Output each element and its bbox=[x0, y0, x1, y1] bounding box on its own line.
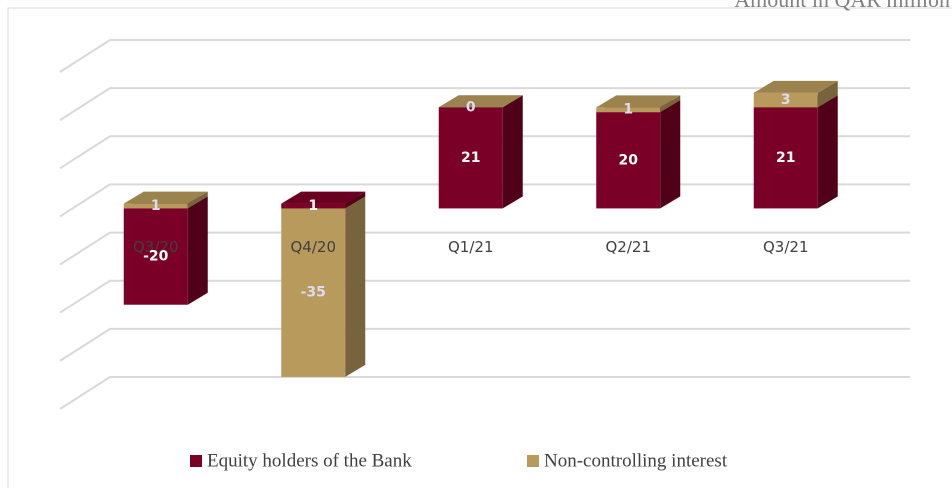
legend-swatch bbox=[527, 455, 539, 467]
value-label: 21 bbox=[461, 150, 480, 166]
bar-top bbox=[281, 191, 366, 204]
x-tick-label: Q1/21 bbox=[448, 238, 494, 256]
bar-side bbox=[660, 95, 681, 113]
x-tick-label: Q3/21 bbox=[763, 238, 809, 256]
chart-title: Amount in QAR million bbox=[734, 0, 950, 12]
bar-side bbox=[660, 100, 681, 209]
x-tick-label: Q2/21 bbox=[606, 238, 652, 256]
value-label: -35 bbox=[301, 285, 326, 301]
value-label: 1 bbox=[151, 198, 161, 214]
bar-side bbox=[187, 196, 208, 305]
bar-top bbox=[438, 95, 523, 108]
value-label: 3 bbox=[781, 92, 791, 108]
bar-front bbox=[596, 112, 661, 209]
bar-side bbox=[345, 191, 366, 209]
grid-line bbox=[59, 231, 910, 266]
legend-label: Equity holders of the Bank bbox=[207, 450, 412, 471]
bar-side bbox=[502, 95, 523, 209]
value-label: 20 bbox=[619, 152, 639, 168]
x-tick-label: Q4/20 bbox=[291, 238, 337, 256]
bar-front bbox=[281, 208, 346, 377]
legend-swatch bbox=[190, 455, 202, 467]
bar-side bbox=[187, 191, 208, 209]
bar-top bbox=[753, 80, 838, 93]
bar-side bbox=[817, 80, 838, 108]
bar-front bbox=[753, 92, 818, 108]
bar-side bbox=[345, 196, 366, 377]
legend-label: Non-controlling interest bbox=[544, 450, 728, 471]
bar-front bbox=[123, 208, 188, 305]
x-tick-label: Q3/20 bbox=[133, 238, 179, 256]
value-label: 1 bbox=[308, 198, 318, 214]
chart-border bbox=[7, 7, 952, 488]
bar-top bbox=[596, 95, 681, 108]
value-label: 1 bbox=[623, 102, 633, 118]
bar-top bbox=[123, 191, 208, 204]
bar-side bbox=[817, 95, 838, 209]
grid-line bbox=[59, 279, 910, 314]
bar-front bbox=[596, 107, 661, 113]
value-label: -20 bbox=[143, 249, 169, 265]
value-label: 0 bbox=[466, 99, 476, 115]
grid-line bbox=[59, 327, 910, 362]
bar-front bbox=[753, 107, 818, 209]
grid-line bbox=[59, 39, 910, 73]
value-label: 21 bbox=[776, 150, 795, 166]
bar-front bbox=[438, 107, 503, 209]
bar-front bbox=[281, 203, 346, 209]
grid-line bbox=[59, 376, 910, 410]
bar-front bbox=[123, 203, 188, 209]
grid-line bbox=[59, 87, 910, 121]
